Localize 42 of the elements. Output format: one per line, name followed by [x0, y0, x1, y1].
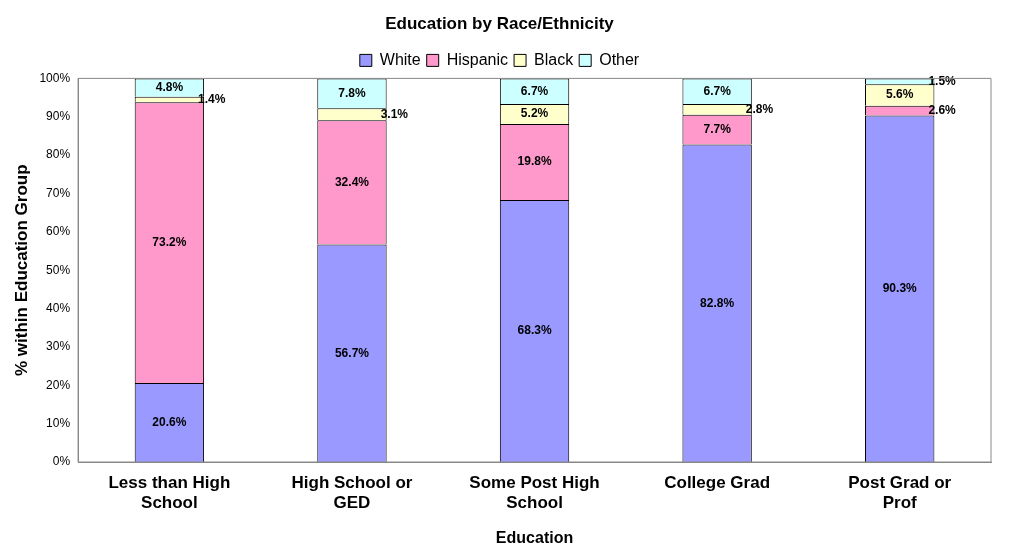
data-label: 4.8% [155, 79, 184, 94]
y-tick-label: 90% [46, 109, 71, 124]
y-tick-label: 40% [46, 300, 71, 315]
x-tick-label: Less than High School [108, 472, 231, 513]
data-label: 82.8% [700, 295, 735, 310]
data-label: 19.8% [517, 154, 552, 169]
legend-label: Hispanic [446, 50, 509, 68]
y-axis-title: % within Education Group [11, 164, 31, 376]
x-tick-label: College Grad [664, 472, 771, 492]
data-label: 6.7% [703, 83, 732, 98]
x-axis-title: Education [495, 528, 574, 546]
x-tick-label: High School or GED [291, 472, 413, 513]
data-label: 56.7% [334, 345, 370, 360]
y-tick-label: 10% [46, 415, 71, 430]
y-tick-label: 50% [46, 262, 71, 277]
data-label: 6.7% [520, 83, 549, 98]
chart-title: Education by Race/Ethnicity [385, 13, 615, 33]
y-tick-label: 70% [46, 185, 71, 200]
data-label: 73.2% [152, 234, 187, 249]
y-tick-label: 0% [52, 454, 71, 469]
data-label: 7.7% [703, 121, 732, 136]
y-tick-label: 60% [46, 224, 71, 239]
data-label: 2.6% [928, 102, 957, 117]
data-label: 1.5% [928, 73, 957, 88]
y-tick-label: 80% [46, 147, 71, 162]
y-tick-label: 100% [39, 70, 71, 85]
legend-label: Black [534, 50, 575, 68]
data-label: 5.2% [520, 106, 549, 121]
x-tick-label: Post Grad or Prof [848, 472, 952, 513]
y-tick-label: 30% [46, 339, 71, 354]
data-label: 32.4% [334, 174, 370, 189]
y-tick-label: 20% [46, 377, 71, 392]
legend-label: Other [599, 50, 640, 68]
data-label: 1.4% [198, 91, 226, 106]
legend-label: White [379, 50, 421, 68]
x-tick-label: Some Post High School [469, 472, 600, 513]
data-label: 68.3% [517, 323, 552, 338]
data-label: 5.6% [886, 87, 914, 102]
data-label: 90.3% [882, 281, 918, 296]
data-label: 20.6% [152, 414, 187, 429]
data-label: 7.8% [338, 85, 366, 100]
data-label: 3.1% [380, 106, 409, 121]
